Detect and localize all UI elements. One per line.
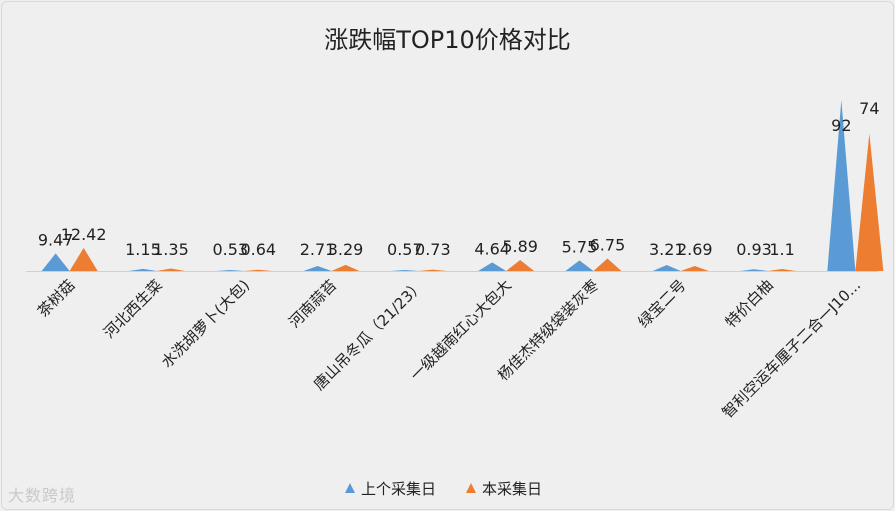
mark-curr-9 [855,133,884,271]
data-label-curr-2: 0.64 [240,240,276,259]
data-label-prev-2: 0.53 [212,240,248,259]
legend-marker-prev [345,483,355,493]
mark-prev-1 [128,268,157,271]
watermark: 大数跨境 [8,486,77,505]
data-label-curr-4: 0.73 [415,240,451,259]
legend-label-curr: 本采集日 [482,480,542,498]
category-label-2: 水洗胡萝卜(大包) [158,276,253,371]
mark-curr-5 [506,260,535,271]
mark-curr-7 [680,266,709,271]
mark-prev-8 [740,269,769,271]
mark-prev-9 [827,100,856,271]
chart-title: 涨跌幅TOP10价格对比 [324,26,571,54]
data-label-prev-1: 1.15 [125,240,161,259]
data-label-curr-7: 2.69 [677,240,713,259]
mark-prev-7 [652,265,681,271]
mark-curr-8 [768,268,797,271]
data-label-curr-9: 74 [859,99,879,118]
category-label-7: 绿宝二号 [634,276,689,331]
category-label-9: 智利空运车厘子二合一J10... [719,276,865,422]
category-label-0: 茶树菇 [34,276,79,321]
data-label-curr-1: 1.35 [153,240,189,259]
data-label-prev-0: 9.47 [38,230,74,249]
data-label-prev-7: 3.21 [649,240,685,259]
mark-prev-4 [390,269,419,271]
mark-curr-2 [244,269,273,271]
data-label-curr-6: 6.75 [590,235,626,254]
legend-marker-curr [466,483,476,493]
data-label-curr-5: 5.89 [502,237,538,256]
mark-prev-5 [478,262,507,271]
mark-curr-0 [69,247,98,271]
mark-curr-6 [593,258,622,271]
data-label-prev-9: 92 [831,116,851,135]
category-label-1: 河北西生菜 [100,276,166,342]
legend-label-prev: 上个采集日 [361,480,436,498]
data-label-curr-3: 3.29 [328,240,364,259]
data-label-prev-8: 0.93 [736,240,772,259]
mark-prev-0 [41,253,70,271]
data-label-prev-5: 4.64 [474,239,510,258]
category-label-3: 河南蒜苔 [285,276,340,331]
data-label-prev-6: 5.75 [562,237,598,256]
data-label-curr-0: 12.42 [61,225,107,244]
data-label-curr-8: 1.1 [769,240,794,259]
mark-prev-3 [303,265,332,271]
mark-prev-2 [216,270,245,271]
mark-curr-4 [418,269,447,271]
mark-curr-1 [156,268,185,271]
data-label-prev-4: 0.57 [387,240,423,259]
category-label-8: 特价白柚 [722,276,777,331]
data-label-prev-3: 2.71 [300,240,336,259]
mark-prev-6 [565,260,594,271]
mark-curr-3 [331,264,360,271]
